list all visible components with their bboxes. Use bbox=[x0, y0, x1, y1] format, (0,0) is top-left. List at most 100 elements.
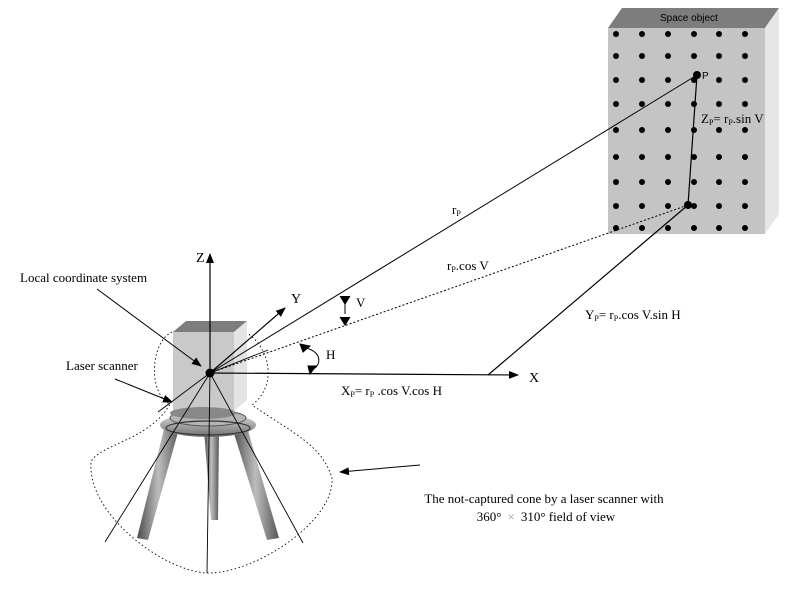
y-axis-label: Y bbox=[291, 292, 301, 307]
space-object-front-face bbox=[608, 28, 765, 234]
space-object-top-face bbox=[608, 8, 779, 28]
grid-point bbox=[639, 53, 645, 59]
cone-ray-1 bbox=[104, 372, 211, 543]
grid-point bbox=[691, 101, 697, 107]
rp-label: rP bbox=[452, 202, 461, 218]
grid-point bbox=[665, 203, 671, 209]
zp-formula: ZP= rP.sin V bbox=[701, 111, 764, 127]
angle-v-label: V bbox=[356, 295, 366, 310]
grid-point bbox=[716, 127, 722, 133]
angle-h-marker bbox=[299, 343, 320, 376]
rp-cos-v-rest: .cos V bbox=[456, 258, 490, 273]
grid-point bbox=[742, 154, 748, 160]
grid-point bbox=[665, 53, 671, 59]
grid-point bbox=[716, 53, 722, 59]
tripod-leg-left bbox=[137, 425, 180, 540]
angle-h-label: H bbox=[326, 347, 335, 362]
grid-point bbox=[639, 77, 645, 83]
grid-point bbox=[613, 225, 619, 231]
grid-point bbox=[665, 31, 671, 37]
cone-ray-5 bbox=[157, 372, 211, 413]
grid-point bbox=[691, 31, 697, 37]
grid-point bbox=[691, 203, 697, 209]
grid-point bbox=[742, 127, 748, 133]
rp-cos-v-label: rP.cos V bbox=[447, 258, 489, 274]
grid-point bbox=[613, 101, 619, 107]
cone-caption-310: 310° field of view bbox=[521, 509, 616, 524]
grid-point bbox=[716, 179, 722, 185]
x-axis-label: X bbox=[529, 371, 539, 386]
cone-caption-line2: 360° × 310° field of view bbox=[477, 509, 616, 524]
yp-formula: YP= rP.cos V.sin H bbox=[585, 307, 681, 323]
grid-point bbox=[742, 179, 748, 185]
point-grid bbox=[613, 31, 748, 231]
cone-caption-times: × bbox=[507, 509, 514, 524]
grid-point bbox=[665, 127, 671, 133]
grid-point bbox=[613, 179, 619, 185]
space-object-label: Space object bbox=[660, 13, 718, 24]
cone-outline bbox=[90, 331, 333, 574]
x-axis-line bbox=[209, 370, 519, 379]
xp-eq: = r bbox=[355, 383, 371, 398]
grid-point bbox=[665, 77, 671, 83]
grid-point bbox=[691, 154, 697, 160]
grid-point bbox=[716, 154, 722, 160]
cone-ray-2 bbox=[206, 372, 211, 574]
grid-point bbox=[665, 225, 671, 231]
cone-caption-leader bbox=[339, 464, 421, 476]
grid-point bbox=[613, 203, 619, 209]
grid-point bbox=[716, 203, 722, 209]
z-axis-label: Z bbox=[196, 251, 205, 266]
zp-drop-line bbox=[687, 74, 698, 206]
y-axis-line bbox=[209, 307, 286, 374]
grid-point bbox=[716, 101, 722, 107]
angle-v-marker bbox=[339, 295, 351, 326]
cone-caption-360: 360° bbox=[477, 509, 502, 524]
cone-ray-3 bbox=[209, 372, 304, 544]
grid-point bbox=[639, 225, 645, 231]
zp-rsub: P bbox=[728, 118, 733, 127]
rp-cos-v-r: r bbox=[447, 258, 452, 273]
xp-formula: XP= rP .cos V.cos H bbox=[341, 383, 442, 399]
grid-point bbox=[691, 127, 697, 133]
point-p-projection-marker bbox=[684, 201, 692, 209]
yp-y: Y bbox=[585, 307, 595, 322]
space-object-side-face bbox=[765, 8, 779, 234]
laser-scanner-label: Laser scanner bbox=[66, 358, 138, 373]
grid-point bbox=[639, 101, 645, 107]
grid-point bbox=[742, 203, 748, 209]
grid-point bbox=[639, 203, 645, 209]
projection-lines bbox=[209, 74, 698, 376]
cone-ray-4 bbox=[209, 349, 269, 374]
laser-scanner-leader bbox=[114, 378, 173, 403]
grid-point bbox=[639, 127, 645, 133]
xp-xsub: P bbox=[350, 390, 355, 399]
xp-rest: .cos V.cos H bbox=[374, 383, 442, 398]
zp-z: Z bbox=[701, 111, 709, 126]
zp-zsub: P bbox=[709, 118, 714, 127]
rp-label-sub: P bbox=[456, 209, 461, 218]
scanner-side-face bbox=[234, 321, 247, 411]
grid-point bbox=[691, 225, 697, 231]
grid-point bbox=[613, 53, 619, 59]
zp-rest: .sin V bbox=[733, 111, 764, 126]
grid-point bbox=[716, 31, 722, 37]
local-cs-leader bbox=[96, 288, 202, 367]
tripod-leg-middle bbox=[204, 430, 219, 520]
grid-point bbox=[691, 53, 697, 59]
cone-caption-line1: The not-captured cone by a laser scanner… bbox=[424, 491, 664, 506]
yp-rsub: P bbox=[614, 314, 619, 323]
grid-point bbox=[665, 101, 671, 107]
rp-label-r: r bbox=[452, 202, 457, 217]
grid-point bbox=[742, 53, 748, 59]
not-captured-cone bbox=[90, 331, 333, 574]
yp-eq: = r bbox=[599, 307, 615, 322]
point-p-marker bbox=[693, 71, 701, 79]
space-object: Space object bbox=[608, 8, 779, 234]
grid-point bbox=[639, 154, 645, 160]
rp-vector bbox=[209, 74, 698, 374]
scanner-front-face bbox=[173, 332, 234, 411]
grid-point bbox=[716, 77, 722, 83]
zp-eq: = r bbox=[713, 111, 729, 126]
